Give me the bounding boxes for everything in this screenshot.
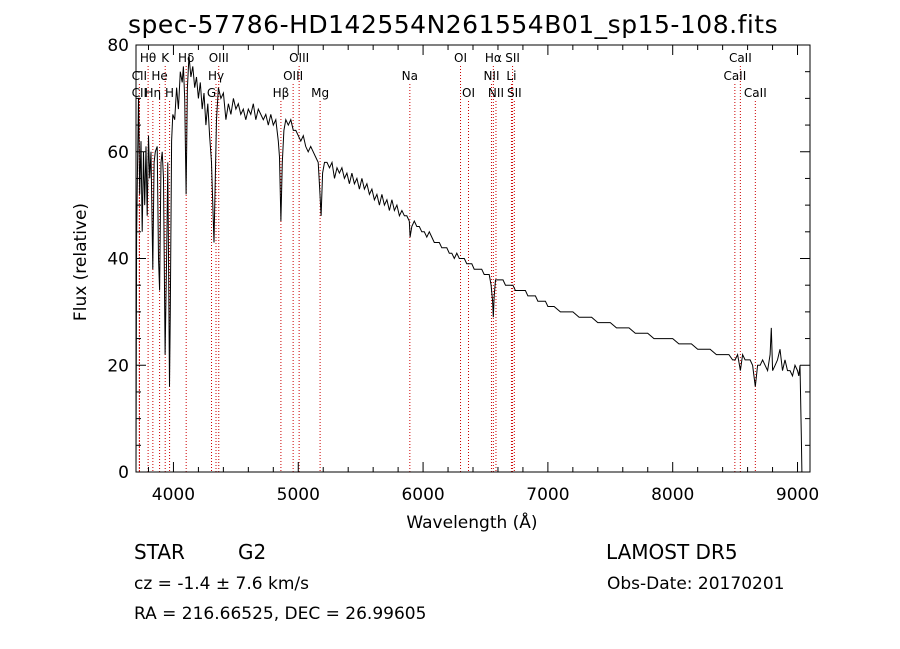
plot-frame: [135, 44, 811, 473]
spectral-line-label: SII: [507, 86, 522, 100]
spectral-line-label: OIII: [283, 69, 303, 83]
chart-title: spec-57786-HD142554N261554B01_sp15-108.f…: [128, 10, 779, 39]
spectral-line-label: He: [151, 69, 167, 83]
spectral-line-label: CaII: [744, 86, 767, 100]
spectral-line-label: CaII: [729, 51, 752, 65]
x-tick-label: 8000: [651, 485, 694, 505]
spectral-line-label: OI: [462, 86, 475, 100]
x-axis-label: Wavelength (Å): [406, 511, 537, 533]
spectral-line-label: Hθ: [140, 51, 156, 65]
spectral-line-label: NII: [488, 86, 504, 100]
y-tick-label: 40: [107, 250, 129, 270]
spectral-line-label: NII: [483, 69, 499, 83]
spectral-line-label: Hη: [145, 86, 162, 100]
spectral-line-label: K: [161, 51, 170, 65]
x-tick-label: 6000: [401, 485, 444, 505]
object-subclass: G2: [238, 540, 267, 564]
spectral-line-label: SII: [505, 51, 520, 65]
spectral-line-label: Hα: [485, 51, 502, 65]
spectral-line-label: Hδ: [178, 51, 194, 65]
redshift-velocity: cz = -1.4 ± 7.6 km/s: [134, 574, 309, 594]
spectral-line-label: OIII: [209, 51, 229, 65]
spectral-line-label: Li: [506, 69, 516, 83]
spectral-line-label: Na: [402, 69, 418, 83]
spectral-line-label: Mg: [311, 86, 329, 100]
spectral-line-label: CaII: [723, 69, 746, 83]
spectral-line-label: H: [165, 86, 174, 100]
x-tick-label: 5000: [277, 485, 320, 505]
y-tick-label: 0: [118, 463, 129, 483]
x-tick-label: 4000: [152, 485, 195, 505]
observation-date: Obs-Date: 20170201: [607, 574, 785, 594]
y-tick-label: 20: [107, 356, 129, 376]
y-tick-label: 60: [107, 143, 129, 163]
spectrum-line: [135, 55, 803, 473]
spectral-line-markers: [138, 66, 756, 472]
spectral-line-label: G: [207, 86, 216, 100]
spectral-line-label: OIII: [289, 51, 309, 65]
survey-name: LAMOST DR5: [606, 540, 738, 564]
y-axis-label: Flux (relative): [71, 203, 91, 321]
spectral-line-label: OI: [454, 51, 467, 65]
spectral-line-label: Hγ: [208, 69, 224, 83]
spectral-line-label: CII: [132, 69, 147, 83]
y-tick-label: 80: [107, 36, 129, 56]
x-tick-label: 9000: [776, 485, 819, 505]
x-tick-label: 7000: [526, 485, 569, 505]
plot-axes: 4000 5000 6000 7000 8000 9000 0 20 40 60 80: [107, 36, 819, 505]
spectral-line-label: Hβ: [273, 86, 290, 100]
object-class: STAR: [134, 540, 185, 564]
coordinates: RA = 216.66525, DEC = 26.99605: [134, 604, 427, 624]
